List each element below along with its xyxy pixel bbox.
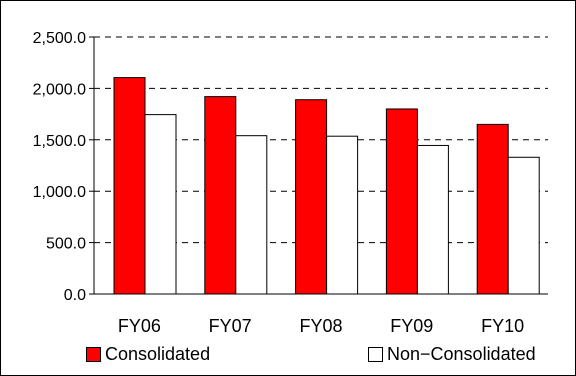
bar-non-consolidated-fy06 — [144, 114, 177, 295]
y-tick-label: 1,000.0 — [33, 184, 86, 201]
y-tick-labels: 0.0 500.0 1,000.0 1,500.0 2,000.0 2,500.0 — [33, 30, 86, 304]
y-tick-label: 500.0 — [46, 236, 86, 253]
y-tick-label: 2,000.0 — [33, 81, 86, 98]
x-tick-label: FY10 — [481, 316, 524, 336]
gridlines — [94, 36, 548, 244]
bar-non-consolidated-fy10 — [507, 156, 540, 295]
legend-swatch-non-consolidated — [368, 347, 383, 362]
legend-label-consolidated: Consolidated — [105, 344, 211, 364]
bar-consolidated-fy10 — [476, 123, 509, 295]
legend-swatch-consolidated — [86, 347, 101, 362]
y-tick-label: 1,500.0 — [33, 133, 86, 150]
x-tick-labels: FY06 FY07 FY08 FY09 FY10 — [118, 316, 524, 336]
axes — [89, 36, 548, 295]
bar-consolidated-fy08 — [295, 99, 328, 295]
bar-consolidated-fy07 — [204, 96, 237, 295]
x-tick-label: FY07 — [209, 316, 252, 336]
y-tick-label: 2,500.0 — [33, 30, 86, 47]
bar-consolidated-fy09 — [385, 108, 418, 295]
bar-non-consolidated-fy09 — [416, 144, 449, 295]
bar-non-consolidated-fy08 — [326, 135, 359, 295]
legend-item-non-consolidated: Non−Consolidated — [368, 344, 536, 365]
bars — [113, 77, 540, 295]
x-tick-label: FY09 — [390, 316, 433, 336]
legend-item-consolidated: Consolidated — [86, 344, 210, 365]
bar-consolidated-fy06 — [113, 77, 146, 295]
x-tick-label: FY08 — [299, 316, 342, 336]
y-tick-label: 0.0 — [64, 287, 86, 304]
bar-non-consolidated-fy07 — [235, 135, 268, 295]
legend-label-non-consolidated: Non−Consolidated — [387, 344, 536, 364]
x-tick-label: FY06 — [118, 316, 161, 336]
